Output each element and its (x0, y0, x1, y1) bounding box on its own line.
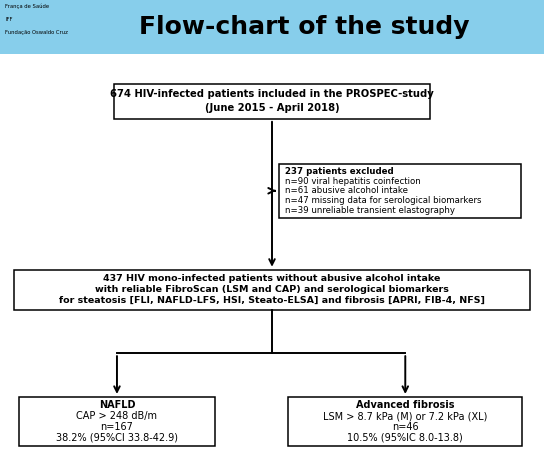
Text: 10.5% (95%IC 8.0-13.8): 10.5% (95%IC 8.0-13.8) (348, 433, 463, 443)
Text: 437 HIV mono-infected patients without abusive alcohol intake: 437 HIV mono-infected patients without a… (103, 274, 441, 283)
Text: 38.2% (95%CI 33.8-42.9): 38.2% (95%CI 33.8-42.9) (56, 433, 178, 443)
Text: 237 patients excluded: 237 patients excluded (285, 167, 394, 176)
FancyBboxPatch shape (14, 269, 530, 310)
Text: (June 2015 - April 2018): (June 2015 - April 2018) (205, 103, 339, 113)
Text: n=46: n=46 (392, 422, 418, 432)
Text: n=90 viral hepatitis coinfection: n=90 viral hepatitis coinfection (285, 177, 421, 186)
Text: 674 HIV-infected patients included in the PROSPEC-study: 674 HIV-infected patients included in th… (110, 89, 434, 99)
Text: IFF: IFF (5, 17, 13, 22)
Text: n=47 missing data for serological biomarkers: n=47 missing data for serological biomar… (285, 196, 482, 205)
Text: NAFLD: NAFLD (98, 400, 135, 410)
Text: Flow-chart of the study: Flow-chart of the study (139, 15, 470, 39)
FancyBboxPatch shape (0, 0, 544, 54)
Text: n=61 abusive alcohol intake: n=61 abusive alcohol intake (285, 186, 409, 195)
Text: n=39 unreliable transient elastography: n=39 unreliable transient elastography (285, 206, 455, 215)
FancyBboxPatch shape (279, 164, 521, 218)
Text: Fundação Oswaldo Cruz: Fundação Oswaldo Cruz (5, 30, 69, 35)
FancyBboxPatch shape (114, 84, 430, 119)
FancyBboxPatch shape (288, 397, 522, 447)
Text: França de Saúde: França de Saúde (5, 4, 50, 9)
FancyBboxPatch shape (19, 397, 215, 447)
Text: CAP > 248 dB/m: CAP > 248 dB/m (77, 411, 157, 421)
Text: LSM > 8.7 kPa (M) or 7.2 kPa (XL): LSM > 8.7 kPa (M) or 7.2 kPa (XL) (323, 411, 487, 421)
Text: Advanced fibrosis: Advanced fibrosis (356, 400, 455, 410)
Text: with reliable FibroScan (LSM and CAP) and serological biomarkers: with reliable FibroScan (LSM and CAP) an… (95, 285, 449, 294)
Text: for steatosis [FLI, NAFLD-LFS, HSI, Steato-ELSA] and fibrosis [APRI, FIB-4, NFS]: for steatosis [FLI, NAFLD-LFS, HSI, Stea… (59, 296, 485, 305)
Text: n=167: n=167 (101, 422, 133, 432)
